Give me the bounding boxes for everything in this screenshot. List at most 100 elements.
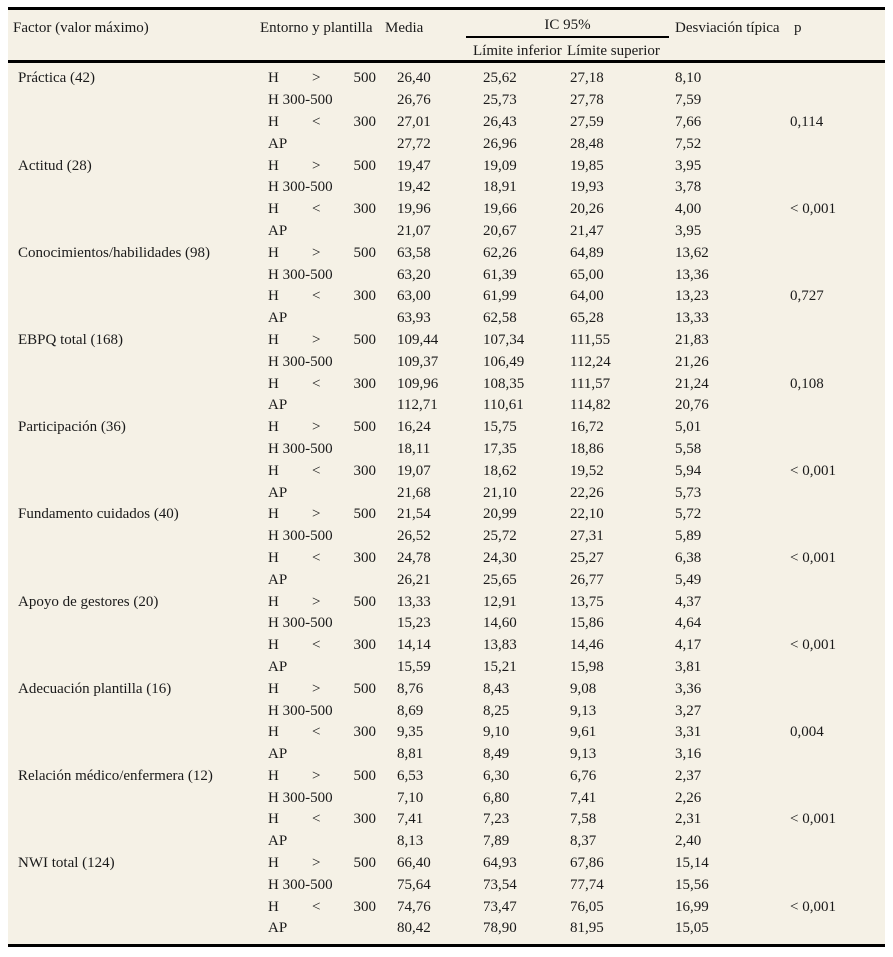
sd-cell: 7,59 <box>675 92 702 109</box>
table-sheet: Factor (valor máximo) Entorno y plantill… <box>8 7 885 947</box>
table-row: H 300-500 63,20 61,39 65,00 13,36 <box>8 264 885 286</box>
ci-lower-cell: 20,67 <box>483 222 517 239</box>
ci-lower-cell: 14,60 <box>483 615 517 632</box>
ci-lower-cell: 110,61 <box>483 397 524 414</box>
ci-upper-cell: 15,86 <box>570 615 604 632</box>
ci-lower-cell: 6,80 <box>483 789 510 806</box>
table-row: Participación (36) H >500 16,24 15,75 16,72 5,… <box>8 417 885 439</box>
media-cell: 112,71 <box>397 397 438 414</box>
sd-cell: 20,76 <box>675 397 709 414</box>
entorno-justified: H <300 <box>268 375 376 392</box>
table-row: AP 21,07 20,67 21,47 3,95 <box>8 221 885 243</box>
media-cell: 19,96 <box>397 201 431 218</box>
factor-cell: Fundamento cuidados (40) <box>18 506 179 523</box>
ci-upper-cell: 77,74 <box>570 876 604 893</box>
media-cell: 18,11 <box>397 440 431 457</box>
ci-lower-cell: 62,26 <box>483 244 517 261</box>
ci-upper-cell: 7,41 <box>570 789 597 806</box>
entorno-cell: H 300-500 <box>268 615 333 632</box>
p-cell: < 0,001 <box>790 201 836 218</box>
sd-cell: 3,16 <box>675 746 702 763</box>
table-row: H <300 19,07 18,62 19,52 5,94 < 0,001 <box>8 460 885 482</box>
table-row: H 300-500 8,69 8,25 9,13 3,27 <box>8 700 885 722</box>
ci-upper-cell: 20,26 <box>570 201 604 218</box>
media-cell: 80,42 <box>397 920 431 937</box>
table-row: AP 63,93 62,58 65,28 13,33 <box>8 308 885 330</box>
entorno-cell: H <300 <box>268 201 397 218</box>
sd-cell: 5,49 <box>675 571 702 588</box>
table-row: AP 21,68 21,10 22,26 5,73 <box>8 482 885 504</box>
media-cell: 8,69 <box>397 702 424 719</box>
sd-cell: 15,05 <box>675 920 709 937</box>
sd-cell: 3,78 <box>675 179 702 196</box>
entorno-cell: AP <box>268 310 288 327</box>
sd-cell: 5,94 <box>675 462 702 479</box>
ci-upper-cell: 8,37 <box>570 833 597 850</box>
entorno-cell: H <300 <box>268 288 397 305</box>
entorno-cell: AP <box>268 222 288 239</box>
entorno-justified: H >500 <box>268 680 376 697</box>
media-cell: 109,96 <box>397 375 439 392</box>
table-row: AP 15,59 15,21 15,98 3,81 <box>8 657 885 679</box>
entorno-cell: AP <box>268 658 288 675</box>
sd-cell: 15,56 <box>675 876 709 893</box>
entorno-cell: H >500 <box>268 332 397 349</box>
header-limite-inferior: Límite inferior <box>473 43 562 59</box>
table-row: AP 8,81 8,49 9,13 3,16 <box>8 744 885 766</box>
entorno-justified: H >500 <box>268 855 376 872</box>
header-ic95: IC 95% <box>544 17 591 33</box>
entorno-cell: H 300-500 <box>268 266 333 283</box>
entorno-cell: H >500 <box>268 158 397 175</box>
media-cell: 27,72 <box>397 135 431 152</box>
media-cell: 21,68 <box>397 484 431 501</box>
sd-cell: 4,37 <box>675 593 702 610</box>
ci-upper-cell: 9,61 <box>570 724 597 741</box>
entorno-justified: H <300 <box>268 288 376 305</box>
media-cell: 19,42 <box>397 179 431 196</box>
sd-cell: 13,62 <box>675 244 709 261</box>
table-row: Conocimientos/habilidades (98) H >500 63,58… <box>8 242 885 264</box>
entorno-justified: H <300 <box>268 724 376 741</box>
ci-upper-cell: 14,46 <box>570 637 604 654</box>
entorno-cell: H <300 <box>268 376 397 393</box>
table-row: H <300 24,78 24,30 25,27 6,38 < 0,001 <box>8 548 885 570</box>
table-row: AP 112,71 110,61 114,82 20,76 <box>8 395 885 417</box>
table-header: Factor (valor máximo) Entorno y plantill… <box>8 10 885 68</box>
sd-cell: 21,24 <box>675 375 709 392</box>
table-row: Práctica (42) H >500 26,40 25,62 27,18 8,10 <box>8 68 885 90</box>
ci-lower-cell: 26,96 <box>483 135 517 152</box>
ci-lower-cell: 6,30 <box>483 767 510 784</box>
table-row: H 300-500 7,10 6,80 7,41 2,26 <box>8 787 885 809</box>
ci-lower-cell: 78,90 <box>483 920 517 937</box>
entorno-cell: AP <box>268 397 288 414</box>
sd-cell: 3,95 <box>675 157 702 174</box>
media-cell: 14,14 <box>397 637 431 654</box>
sd-cell: 21,26 <box>675 353 709 370</box>
ci-lower-cell: 21,10 <box>483 484 517 501</box>
ci-lower-cell: 25,73 <box>483 92 517 109</box>
ci-upper-cell: 15,98 <box>570 658 604 675</box>
sd-cell: 7,66 <box>675 113 702 130</box>
ci-upper-cell: 22,10 <box>570 506 604 523</box>
sd-cell: 3,27 <box>675 702 702 719</box>
media-cell: 6,53 <box>397 767 424 784</box>
ci-upper-cell: 81,95 <box>570 920 604 937</box>
entorno-cell: AP <box>268 833 288 850</box>
entorno-justified: H >500 <box>268 419 376 436</box>
media-cell: 26,76 <box>397 92 431 109</box>
media-cell: 24,78 <box>397 549 431 566</box>
header-media: Media <box>385 20 424 36</box>
ci-lower-cell: 20,99 <box>483 506 517 523</box>
entorno-cell: H >500 <box>268 855 397 872</box>
ci-upper-cell: 19,93 <box>570 179 604 196</box>
ci-lower-cell: 15,75 <box>483 419 517 436</box>
media-cell: 8,81 <box>397 746 424 763</box>
entorno-justified: H >500 <box>268 767 376 784</box>
media-cell: 63,58 <box>397 244 431 261</box>
media-cell: 109,37 <box>397 353 439 370</box>
entorno-justified: H >500 <box>268 70 376 87</box>
p-cell: 0,727 <box>790 288 824 305</box>
factor-cell: Práctica (42) <box>18 70 96 87</box>
entorno-justified: H >500 <box>268 593 376 610</box>
sd-cell: 2,40 <box>675 833 702 850</box>
